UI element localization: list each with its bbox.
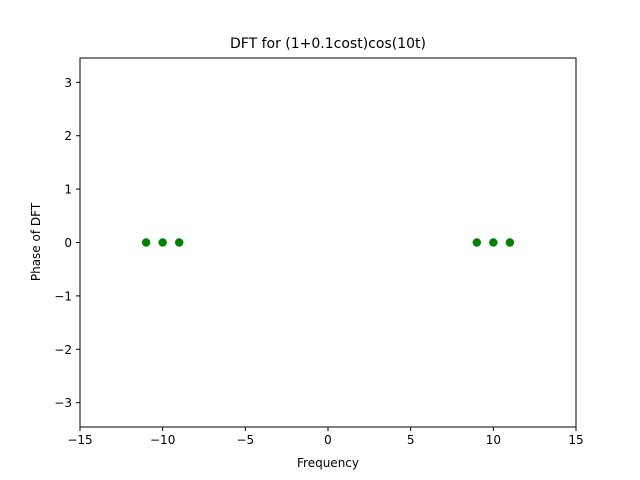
x-tick-label: 5 [407, 433, 415, 447]
x-tick-label: 15 [568, 433, 583, 447]
y-tick-label: −3 [54, 396, 72, 410]
y-tick-label: 1 [64, 183, 72, 197]
y-tick-label: 3 [64, 76, 72, 90]
plot-frame [79, 57, 577, 428]
y-tick-label: 2 [64, 129, 72, 143]
chart-title: DFT for (1+0.1cost)cos(10t) [230, 36, 426, 52]
data-point [175, 238, 184, 247]
x-tick-label: 10 [486, 433, 501, 447]
x-tick-label: 0 [324, 433, 332, 447]
x-tick-label: −15 [67, 433, 92, 447]
data-point [158, 238, 167, 247]
y-tick-label: −2 [54, 343, 72, 357]
y-tick-label: 0 [64, 236, 72, 250]
x-tick-label: −5 [236, 433, 254, 447]
data-point [489, 238, 498, 247]
y-axis-label: Phase of DFT [29, 202, 43, 281]
x-tick-label: −10 [150, 433, 175, 447]
data-point [472, 238, 481, 247]
data-point [141, 238, 151, 247]
scatter-points [141, 238, 515, 247]
x-axis-label: Frequency [297, 456, 359, 470]
data-point [505, 238, 515, 247]
y-tick-label: −1 [54, 289, 72, 303]
